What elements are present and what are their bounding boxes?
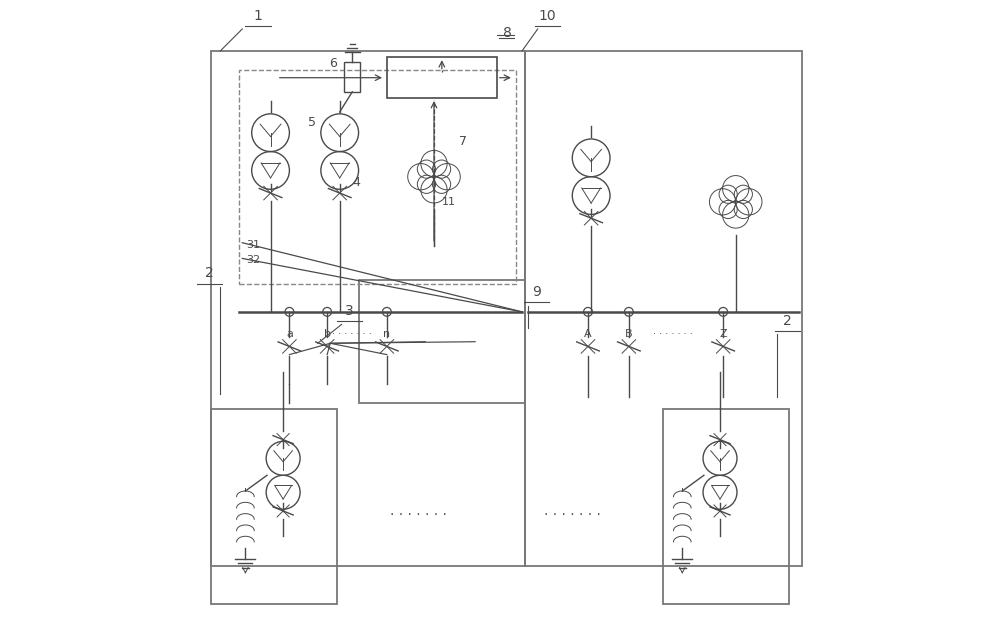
Text: 31: 31 (247, 240, 261, 249)
Text: 2: 2 (205, 266, 214, 280)
Text: b: b (324, 329, 331, 339)
Text: · · · · · · ·: · · · · · · · (390, 508, 447, 522)
Text: 6: 6 (329, 57, 337, 70)
Text: 8: 8 (503, 26, 512, 40)
Text: 11: 11 (442, 197, 456, 207)
Text: n: n (383, 329, 390, 339)
Text: 5: 5 (308, 117, 316, 129)
Text: 1: 1 (254, 9, 262, 23)
Text: 3: 3 (345, 304, 354, 318)
Text: 4: 4 (352, 176, 360, 189)
Text: 10: 10 (538, 9, 556, 23)
Text: Z: Z (719, 329, 727, 339)
Text: 2: 2 (783, 314, 792, 328)
Text: · · · · · · ·: · · · · · · · (544, 508, 601, 522)
Text: a: a (286, 329, 293, 339)
Text: A: A (584, 329, 592, 339)
Text: 32: 32 (247, 255, 261, 265)
Text: B: B (625, 329, 633, 339)
Text: · · · · · · ·: · · · · · · · (653, 329, 693, 339)
Text: · · · · · · ·: · · · · · · · (332, 329, 372, 339)
Text: 9: 9 (532, 285, 541, 299)
Text: 7: 7 (459, 135, 467, 148)
